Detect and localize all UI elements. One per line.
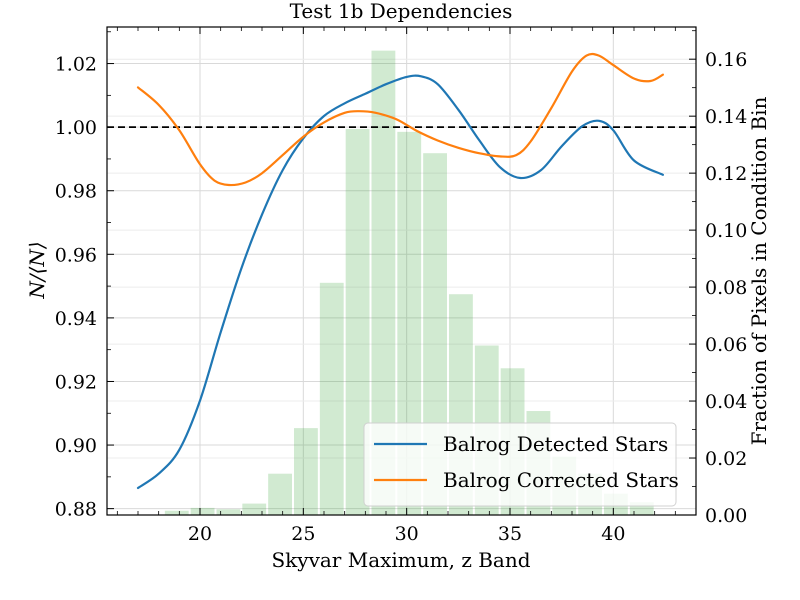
- y-tick-label: 0.94: [55, 308, 97, 330]
- y2-tick-label: 0.08: [705, 277, 747, 299]
- series-lines: [136, 52, 664, 490]
- y2-tick-label: 0.04: [705, 391, 747, 413]
- y-tick-label: 1.00: [55, 117, 97, 139]
- y2-tick-label: 0.00: [705, 505, 747, 527]
- legend: Balrog Detected Stars Balrog Corrected S…: [363, 422, 679, 507]
- x-tick-label: 30: [395, 523, 419, 545]
- y-axis-title: N/⟨N⟩: [25, 241, 49, 299]
- series-line-detected: [136, 74, 664, 490]
- y-tick-label: 1.02: [55, 54, 97, 76]
- x-tick-label: 20: [188, 523, 212, 545]
- y-tick-label: 0.92: [55, 371, 97, 393]
- legend-label-detected: Balrog Detected Stars: [443, 432, 668, 456]
- y-tick-label: 0.90: [55, 435, 97, 457]
- histogram-bar: [397, 131, 422, 516]
- histogram-bar: [242, 503, 267, 515]
- chart-title: Test 1b Dependencies: [290, 0, 513, 23]
- x-axis-title: Skyvar Maximum, z Band: [271, 548, 530, 572]
- histogram-bar: [268, 473, 292, 515]
- y2-tick-label: 0.12: [705, 163, 747, 185]
- histogram-bar: [371, 50, 396, 515]
- x-tick-label: 40: [601, 523, 625, 545]
- legend-box: [363, 422, 677, 507]
- histogram-bar: [294, 428, 318, 515]
- axis-ticks: 20 25 30 35 40 0.88 0.90 0.92 0.94 0.96 0.98 1.00 1.…: [55, 27, 747, 545]
- x-tick-label: 35: [498, 523, 522, 545]
- histogram-bar: [345, 128, 370, 515]
- y2-axis-title: Fraction of Pixels in Condition Bin: [747, 96, 771, 445]
- y-tick-label: 0.88: [55, 499, 97, 521]
- y-tick-label: 0.98: [55, 181, 97, 203]
- y2-tick-label: 0.14: [705, 106, 747, 128]
- histogram-bar: [216, 509, 241, 515]
- y2-tick-label: 0.10: [705, 220, 747, 242]
- histogram-bar: [319, 282, 344, 515]
- y-tick-label: 0.96: [55, 244, 97, 266]
- legend-label-corrected: Balrog Corrected Stars: [443, 468, 679, 492]
- plot-frame: [106, 26, 697, 516]
- histogram-bar: [190, 507, 215, 515]
- y2-tick-label: 0.06: [705, 334, 747, 356]
- y2-tick-label: 0.16: [705, 49, 747, 71]
- x-tick-label: 25: [291, 523, 315, 545]
- histogram-bar: [164, 510, 189, 515]
- series-line-corrected: [136, 52, 664, 187]
- y2-tick-label: 0.02: [705, 448, 747, 470]
